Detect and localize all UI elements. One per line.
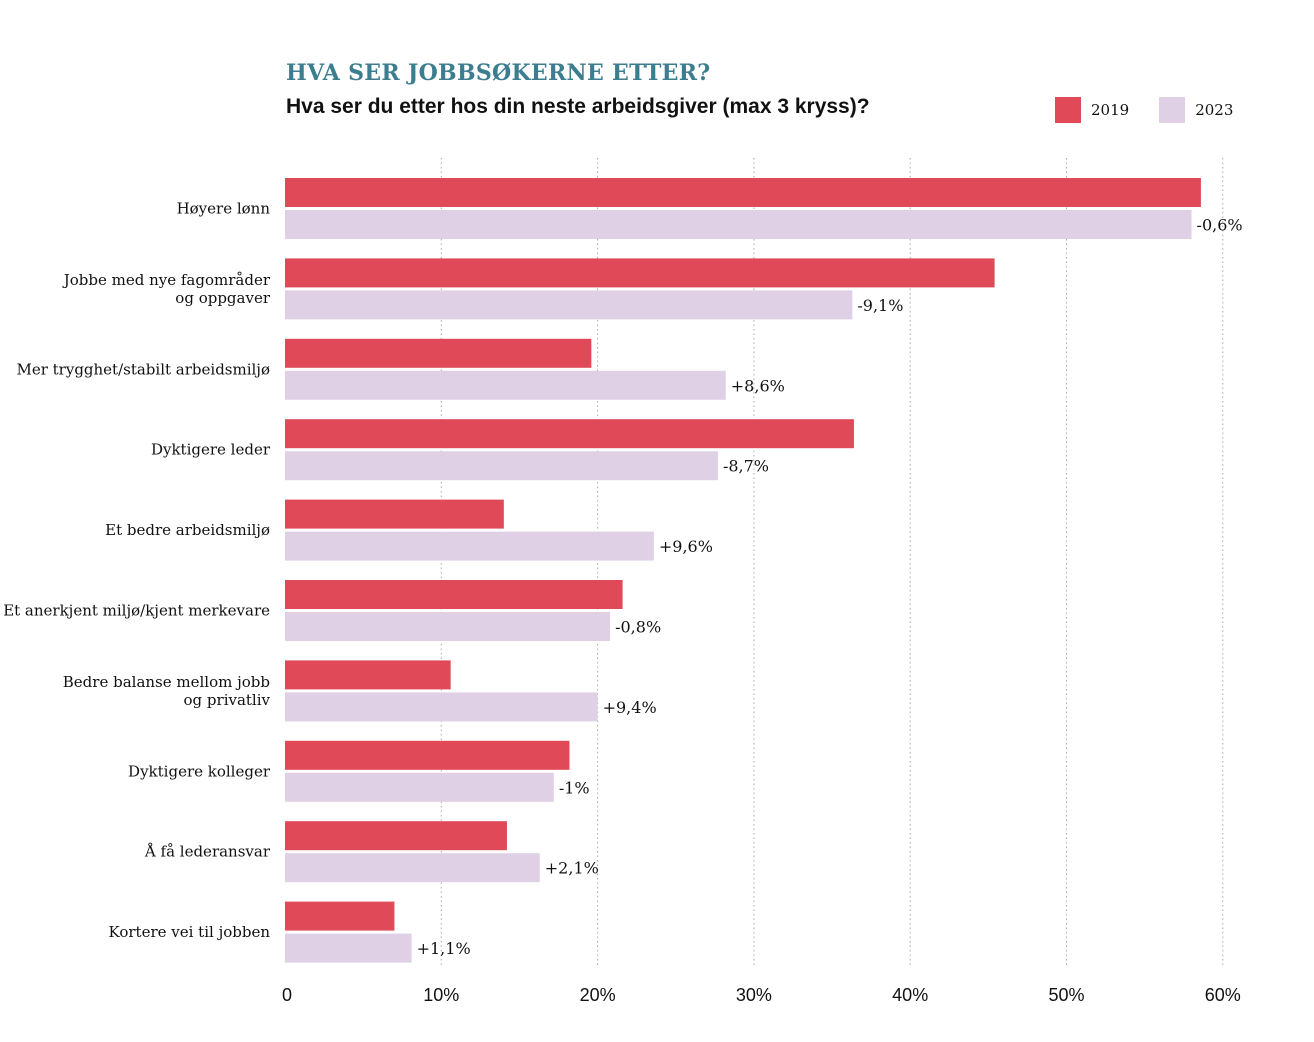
change-label-5: -0,8% [615, 618, 661, 637]
category-label-line: Dyktigere kolleger [128, 762, 271, 780]
bar-2019-0 [285, 178, 1201, 207]
legend: 2019 2023 [1055, 97, 1263, 123]
category-label-4: Et bedre arbeidsmiljø [105, 521, 270, 539]
legend-swatch-2023 [1159, 97, 1186, 123]
bar-2019-8 [285, 821, 507, 851]
change-label-4: +9,6% [659, 537, 713, 556]
legend-item-2023: 2023 [1159, 97, 1233, 123]
category-label-line: Å få lederansvar [144, 843, 271, 861]
bar-2023-5 [285, 612, 611, 641]
tick-label-30: 30% [736, 985, 772, 1005]
tick-label-50: 50% [1048, 985, 1084, 1005]
bar-2023-3 [285, 451, 718, 481]
bar-2023-1 [285, 290, 853, 320]
category-label-line: Kortere vei til jobben [109, 923, 271, 941]
category-label-line: Et bedre arbeidsmiljø [105, 521, 270, 539]
category-label-5: Et anerkjent miljø/kjent merkevare [3, 602, 270, 620]
change-label-3: -8,7% [723, 457, 769, 476]
tick-label-10: 10% [423, 985, 459, 1005]
change-label-0: -0,6% [1197, 216, 1243, 235]
bar-2019-6 [285, 660, 451, 690]
change-label-1: -9,1% [857, 296, 903, 315]
category-label-line: og privatliv [184, 691, 271, 709]
category-label-0: Høyere lønn [177, 200, 271, 218]
tick-label-40: 40% [892, 985, 928, 1005]
bar-2019-5 [285, 580, 623, 609]
bar-2019-1 [285, 258, 995, 288]
bar-2023-6 [285, 692, 598, 722]
bar-2023-2 [285, 370, 726, 400]
change-label-8: +2,1% [545, 859, 599, 878]
tick-label-20: 20% [580, 985, 616, 1005]
category-label-line: og oppgaver [175, 289, 271, 307]
category-label-line: Bedre balanse mellom jobb [63, 673, 270, 691]
category-label-8: Å få lederansvar [144, 843, 271, 861]
bar-2023-4 [285, 531, 654, 561]
category-label-line: Et anerkjent miljø/kjent merkevare [3, 602, 270, 620]
change-label-7: -1% [559, 778, 590, 797]
bar-2019-2 [285, 338, 592, 368]
category-label-6: Bedre balanse mellom jobb og privatliv [63, 673, 271, 709]
bar-2019-3 [285, 419, 854, 449]
tick-label-60: 60% [1205, 985, 1241, 1005]
category-label-9: Kortere vei til jobben [109, 923, 271, 941]
category-label-line: Mer trygghet/stabilt arbeidsmiljø [16, 360, 270, 378]
legend-item-2019: 2019 [1055, 97, 1129, 123]
category-label-line: Høyere lønn [177, 200, 271, 218]
legend-label-2019: 2019 [1091, 101, 1130, 119]
bar-2019-9 [285, 901, 395, 931]
change-label-6: +9,4% [603, 698, 657, 717]
bar-2023-9 [285, 933, 412, 963]
bar-2023-8 [285, 853, 540, 883]
category-label-3: Dyktigere leder [151, 441, 271, 459]
bar-2019-4 [285, 499, 504, 529]
category-label-2: Mer trygghet/stabilt arbeidsmiljø [16, 360, 270, 378]
tick-label-0: 0 [282, 985, 292, 1005]
category-label-7: Dyktigere kolleger [128, 762, 271, 780]
change-label-2: +8,6% [731, 376, 785, 395]
bar-2019-7 [285, 740, 570, 770]
category-label-1: Jobbe med nye fagområder og oppgaver [62, 271, 271, 307]
change-label-9: +1,1% [417, 939, 471, 958]
chart-subtitle: Hva ser du etter hos din neste arbeidsgi… [286, 95, 870, 118]
chart-kicker-title: HVA SER JOBBSØKERNE ETTER? [286, 60, 711, 86]
bar-2023-7 [285, 772, 554, 802]
legend-label-2023: 2023 [1195, 101, 1234, 119]
bar-2023-0 [285, 210, 1192, 239]
category-label-line: Dyktigere leder [151, 441, 271, 459]
category-label-line: Jobbe med nye fagområder [62, 271, 271, 289]
legend-swatch-2019 [1055, 97, 1081, 123]
